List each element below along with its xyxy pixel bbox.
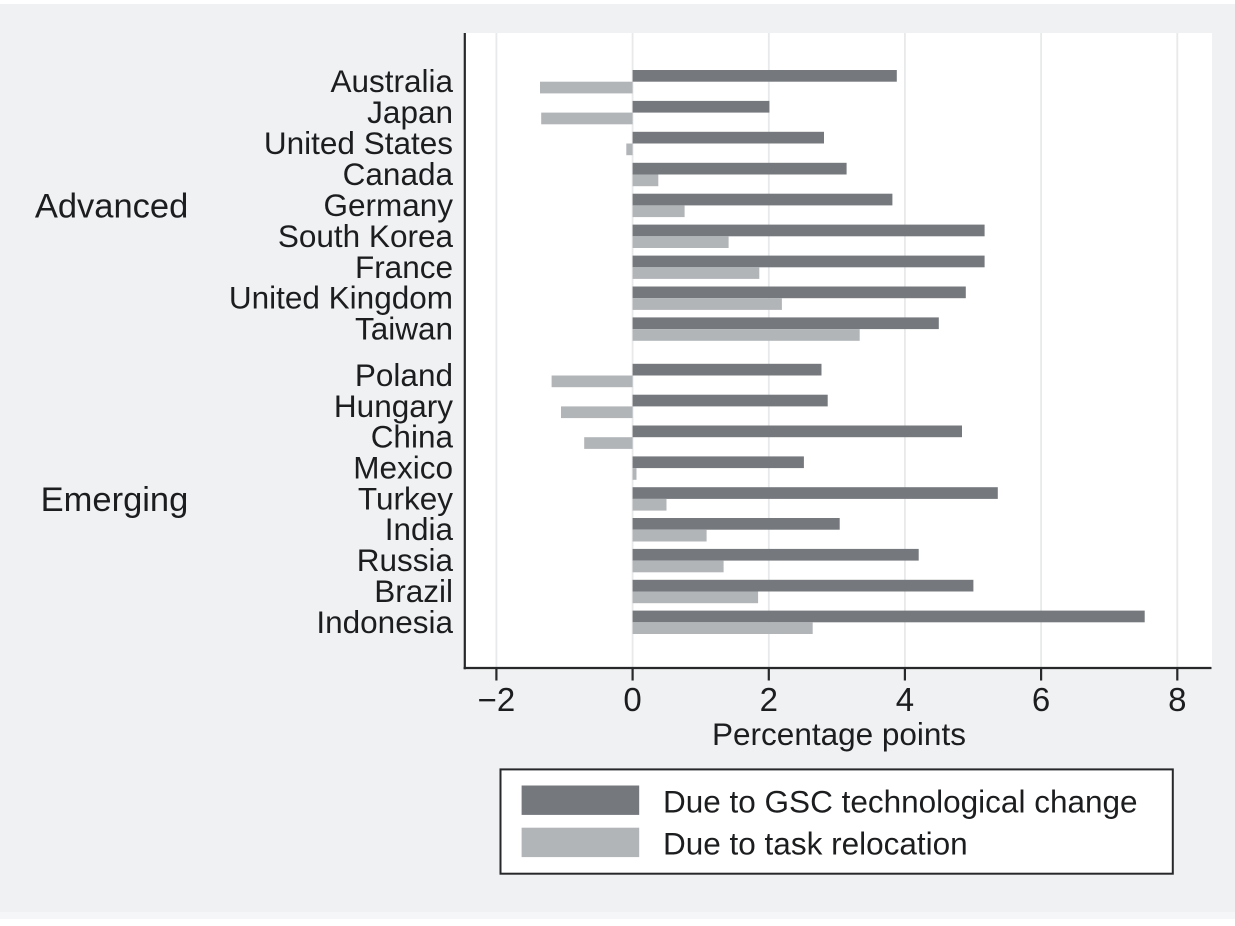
svg-text:2: 2 — [760, 681, 778, 718]
svg-text:India: India — [385, 511, 454, 547]
svg-text:6: 6 — [1032, 681, 1050, 718]
svg-text:United States: United States — [264, 125, 453, 161]
svg-text:Advanced: Advanced — [35, 187, 188, 225]
svg-text:Poland: Poland — [355, 357, 453, 393]
svg-text:France: France — [355, 249, 453, 285]
svg-text:United Kingdom: United Kingdom — [229, 280, 453, 316]
svg-text:Due to task relocation: Due to task relocation — [663, 826, 968, 862]
svg-text:Brazil: Brazil — [374, 573, 453, 609]
svg-text:−2: −2 — [478, 681, 516, 718]
svg-text:Emerging: Emerging — [41, 481, 189, 519]
svg-text:Turkey: Turkey — [358, 480, 453, 516]
svg-text:Percentage points: Percentage points — [712, 716, 966, 752]
svg-text:Russia: Russia — [357, 542, 454, 578]
svg-text:Australia: Australia — [330, 63, 453, 99]
svg-text:Taiwan: Taiwan — [355, 311, 453, 347]
svg-text:8: 8 — [1168, 681, 1186, 718]
svg-text:4: 4 — [896, 681, 914, 718]
svg-text:Due to GSC technological chang: Due to GSC technological change — [663, 784, 1138, 820]
svg-text:Hungary: Hungary — [334, 388, 453, 424]
svg-text:South Korea: South Korea — [278, 218, 454, 254]
svg-text:China: China — [371, 419, 454, 455]
svg-text:Canada: Canada — [343, 156, 454, 192]
svg-text:0: 0 — [623, 681, 641, 718]
svg-text:Mexico: Mexico — [353, 450, 453, 486]
svg-text:Indonesia: Indonesia — [316, 604, 453, 640]
svg-text:Japan: Japan — [367, 94, 453, 130]
svg-text:Germany: Germany — [323, 187, 453, 223]
